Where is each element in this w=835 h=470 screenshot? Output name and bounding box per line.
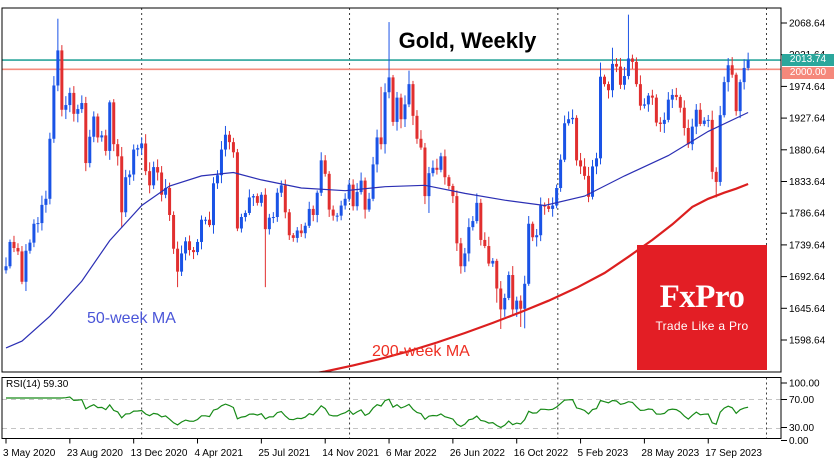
price-level-badge: 2000.00: [782, 66, 834, 79]
svg-text:30.00: 30.00: [789, 423, 814, 434]
candlesticks: [4, 14, 750, 329]
svg-text:100.00: 100.00: [789, 379, 820, 390]
rsi-axis: 100.00 70.00 30.00 0.00: [781, 379, 820, 447]
ma50-line: [5, 111, 749, 349]
svg-text:0.00: 0.00: [789, 436, 809, 447]
ma200-line-label: 200-week MA: [372, 343, 470, 360]
chart-title: Gold, Weekly: [398, 28, 537, 53]
svg-text:70.00: 70.00: [789, 395, 814, 406]
rsi-indicator-label: RSI(14) 59.30: [6, 379, 69, 390]
date-axis: 3 May 2020 23 Aug 2020 13 Dec 2020 4 Apr 20…: [3, 438, 762, 459]
rsi-level-lines: [2, 399, 781, 429]
ma200-line: [315, 182, 749, 372]
svg-text:13 Dec 2020: 13 Dec 2020: [131, 448, 188, 459]
ma50-line-label: 50-week MA: [87, 310, 176, 327]
svg-text:1880.64: 1880.64: [789, 145, 826, 156]
svg-text:1927.64: 1927.64: [789, 114, 826, 125]
svg-text:14 Nov 2021: 14 Nov 2021: [322, 448, 379, 459]
svg-text:1645.64: 1645.64: [789, 304, 826, 315]
rsi-line: [6, 396, 749, 429]
svg-text:3 May 2020: 3 May 2020: [3, 448, 56, 459]
svg-text:1786.64: 1786.64: [789, 209, 826, 220]
current-price-badge: 2013.74: [782, 54, 834, 66]
svg-text:17 Sep 2023: 17 Sep 2023: [705, 448, 762, 459]
svg-text:1692.64: 1692.64: [789, 272, 826, 283]
svg-text:2068.64: 2068.64: [789, 19, 826, 30]
horizontal-price-lines: [2, 59, 781, 71]
svg-text:6 Mar 2022: 6 Mar 2022: [386, 448, 437, 459]
svg-text:28 May 2023: 28 May 2023: [641, 448, 699, 459]
svg-text:5 Feb 2023: 5 Feb 2023: [578, 448, 629, 459]
svg-text:26 Jun 2022: 26 Jun 2022: [450, 448, 505, 459]
rsi-pane-border: [1, 377, 782, 439]
main-pane-border: [1, 7, 782, 373]
svg-text:16 Oct 2022: 16 Oct 2022: [514, 448, 569, 459]
svg-text:1833.64: 1833.64: [789, 177, 826, 188]
fxpro-logo-text: FxPro: [659, 279, 745, 315]
fxpro-logo: FxPro Trade Like a Pro: [637, 245, 767, 370]
svg-text:23 Aug 2020: 23 Aug 2020: [67, 448, 124, 459]
svg-text:1739.64: 1739.64: [789, 240, 826, 251]
svg-text:1598.64: 1598.64: [789, 336, 826, 347]
svg-text:4 Apr 2021: 4 Apr 2021: [195, 448, 244, 459]
fxpro-logo-tagline: Trade Like a Pro: [655, 319, 749, 333]
svg-text:25 Jul 2021: 25 Jul 2021: [258, 448, 310, 459]
svg-text:1974.64: 1974.64: [789, 82, 826, 93]
